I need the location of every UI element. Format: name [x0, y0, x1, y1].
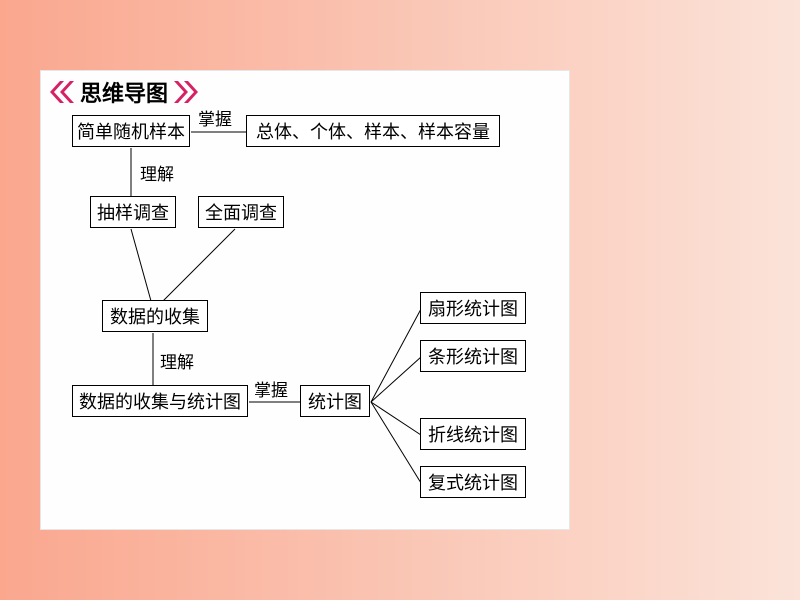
edge-6	[371, 309, 421, 402]
node-n_bar: 条形统计图	[420, 340, 526, 372]
arrow-right-icon	[174, 81, 198, 103]
edge-3	[163, 229, 235, 301]
node-n_chart: 统计图	[300, 385, 370, 417]
node-n_collect: 数据的收集	[102, 300, 208, 332]
node-n_line: 折线统计图	[420, 418, 526, 450]
node-n_full: 全面调查	[198, 196, 284, 228]
title-bar: 思维导图	[50, 76, 198, 108]
edge-8	[371, 402, 421, 435]
stage: 思维导图 简单随机样本 总体、个体、样本、样本容量抽样调查全面调查数据的收集数据的…	[0, 0, 800, 600]
edge-label-4: 理解	[160, 348, 194, 373]
edge-label-5: 掌握	[254, 376, 288, 401]
title-text: 思维导图	[80, 76, 168, 108]
edge-2	[131, 229, 151, 301]
node-n_overall: 总体、个体、样本、样本容量	[246, 115, 500, 147]
edge-7	[371, 357, 421, 402]
node-n_multi: 复式统计图	[420, 466, 526, 498]
arrow-left-icon	[50, 81, 74, 103]
edge-label-0: 掌握	[198, 105, 232, 130]
edge-9	[371, 402, 421, 483]
node-n_pie: 扇形统计图	[420, 292, 526, 324]
node-n_sampling: 抽样调查	[90, 196, 176, 228]
node-n_sample: 简单随机样本	[72, 115, 190, 147]
node-n_stats_all: 数据的收集与统计图	[72, 385, 248, 417]
edge-label-1: 理解	[140, 160, 174, 185]
